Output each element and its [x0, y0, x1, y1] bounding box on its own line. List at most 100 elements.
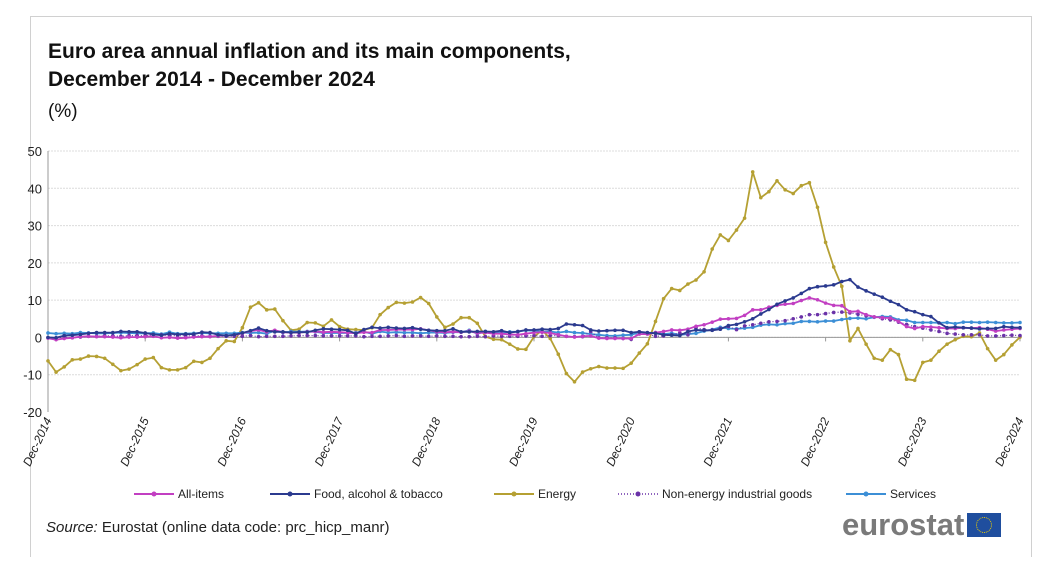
data-point	[70, 333, 75, 337]
data-point	[831, 310, 836, 315]
y-tick-label: 50	[28, 144, 42, 159]
data-point	[864, 312, 868, 317]
data-point	[256, 300, 261, 305]
data-point	[799, 291, 804, 296]
data-point	[321, 330, 326, 335]
data-point	[354, 327, 358, 332]
data-point	[111, 362, 115, 367]
data-point	[767, 189, 771, 194]
data-point	[70, 358, 75, 362]
data-point	[281, 318, 285, 323]
data-point	[418, 331, 423, 336]
data-point	[750, 316, 755, 321]
data-point	[111, 330, 115, 335]
data-point	[961, 333, 966, 337]
data-point	[661, 333, 666, 337]
data-point	[378, 312, 382, 317]
data-point	[256, 334, 261, 339]
data-point	[175, 332, 180, 337]
data-point	[46, 331, 50, 335]
data-point	[912, 378, 917, 383]
x-tick-label: Dec-2021	[700, 415, 735, 468]
data-point	[167, 368, 172, 372]
data-point	[386, 330, 391, 335]
data-point	[945, 342, 949, 346]
data-point	[694, 328, 698, 332]
data-point	[62, 365, 66, 369]
data-point	[102, 356, 107, 361]
data-point	[297, 330, 301, 335]
data-point	[710, 328, 714, 333]
data-point	[135, 335, 139, 339]
data-point	[337, 324, 342, 329]
data-point	[86, 334, 91, 339]
data-point	[183, 365, 188, 370]
data-point	[872, 315, 876, 319]
data-point	[370, 325, 374, 330]
y-tick-label: 30	[28, 219, 42, 234]
data-point	[718, 317, 723, 321]
data-point	[953, 337, 957, 342]
data-point	[394, 326, 399, 330]
data-point	[686, 329, 690, 334]
data-point	[686, 282, 690, 286]
data-point	[370, 334, 374, 339]
legend-label: Services	[890, 487, 936, 501]
y-tick-label: -20	[23, 405, 42, 420]
data-point	[726, 316, 731, 321]
data-point	[629, 336, 633, 341]
data-point	[629, 330, 633, 335]
data-point	[742, 324, 747, 328]
data-point	[597, 364, 601, 369]
data-point	[621, 336, 625, 341]
data-point	[678, 288, 682, 293]
data-point	[929, 314, 933, 319]
data-point	[564, 322, 569, 326]
data-point	[321, 334, 326, 338]
data-point	[807, 319, 812, 324]
data-point	[491, 330, 496, 334]
data-point	[200, 330, 204, 335]
source-text: Eurostat (online data code: prc_hicp_man…	[97, 519, 390, 536]
data-point	[62, 336, 66, 341]
data-point	[459, 330, 463, 334]
data-point	[240, 331, 245, 335]
data-point	[588, 328, 593, 332]
data-point	[815, 205, 820, 210]
data-point	[524, 347, 528, 352]
data-point	[872, 292, 876, 296]
data-point	[94, 334, 99, 339]
data-point	[386, 328, 391, 332]
data-point	[248, 333, 253, 338]
data-point	[807, 286, 812, 291]
data-point	[969, 320, 974, 324]
data-point	[329, 327, 334, 332]
data-point	[111, 335, 115, 339]
legend-label: Energy	[538, 487, 576, 501]
data-point	[580, 334, 585, 339]
data-point	[653, 319, 658, 324]
data-point	[362, 327, 366, 332]
data-point	[337, 327, 342, 332]
data-point	[86, 354, 91, 358]
data-point	[459, 334, 463, 339]
data-point	[848, 338, 852, 343]
data-point	[993, 326, 998, 331]
data-point	[588, 334, 593, 338]
data-point	[435, 315, 439, 319]
data-point	[313, 328, 318, 333]
legend-label: Non-energy industrial goods	[662, 487, 812, 501]
data-point	[580, 323, 585, 328]
data-point	[823, 319, 828, 323]
legend-marker	[635, 491, 641, 497]
data-point	[354, 331, 358, 336]
data-point	[953, 321, 957, 326]
data-point	[418, 334, 423, 338]
data-point	[516, 329, 520, 334]
x-tick-label: Dec-2014	[20, 415, 55, 468]
data-point	[823, 311, 828, 316]
data-point	[216, 346, 220, 351]
data-point	[977, 333, 982, 337]
data-point	[888, 299, 893, 304]
